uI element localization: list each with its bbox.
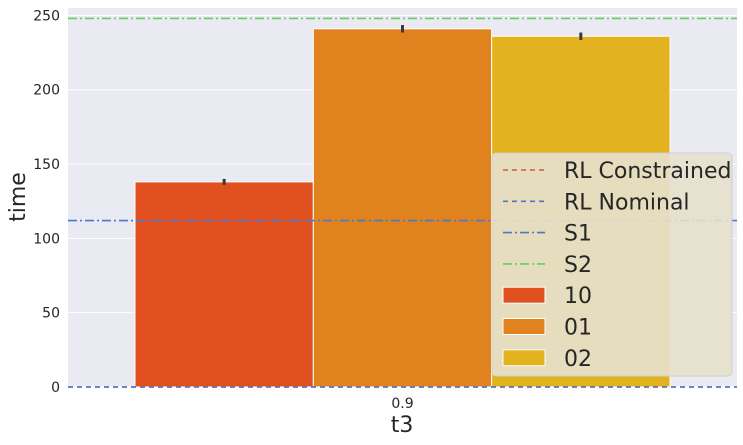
legend-entry-label: S2	[564, 253, 592, 278]
y-tick-label: 100	[33, 231, 60, 247]
legend-entry-label: 01	[564, 316, 592, 341]
y-tick-labels: 0 50 100 150 200 250	[33, 8, 60, 396]
legend-box	[491, 152, 733, 377]
x-tick-labels: 0.9	[391, 396, 413, 412]
legend-entry-label: S1	[564, 222, 592, 247]
legend-entry-label: RL Nominal	[564, 190, 690, 215]
bar-10	[134, 181, 314, 388]
legend-handle-patch	[502, 286, 546, 304]
y-tick-label: 150	[33, 157, 60, 173]
legend-handle-patch	[502, 318, 546, 335]
y-tick-label: 250	[33, 8, 60, 24]
error-bars	[222, 25, 583, 185]
y-tick-label: 50	[42, 306, 60, 322]
legend-entry-label: 02	[564, 347, 592, 372]
y-tick-label: 200	[33, 83, 60, 99]
x-tick-label: 0.9	[391, 396, 413, 412]
legend-items: RL Constrained RL Nominal S1 S2 10 01 02	[502, 159, 731, 372]
legend-handle-patch	[502, 349, 546, 367]
bar-01	[312, 28, 493, 388]
y-axis-label: time	[6, 172, 31, 222]
legend: RL Constrained RL Nominal S1 S2 10 01 02	[491, 152, 733, 377]
x-axis-label: t3	[391, 413, 414, 438]
legend-entry-label: RL Constrained	[564, 159, 731, 184]
y-tick-label: 0	[51, 380, 60, 396]
legend-entry-label: 10	[564, 284, 592, 309]
